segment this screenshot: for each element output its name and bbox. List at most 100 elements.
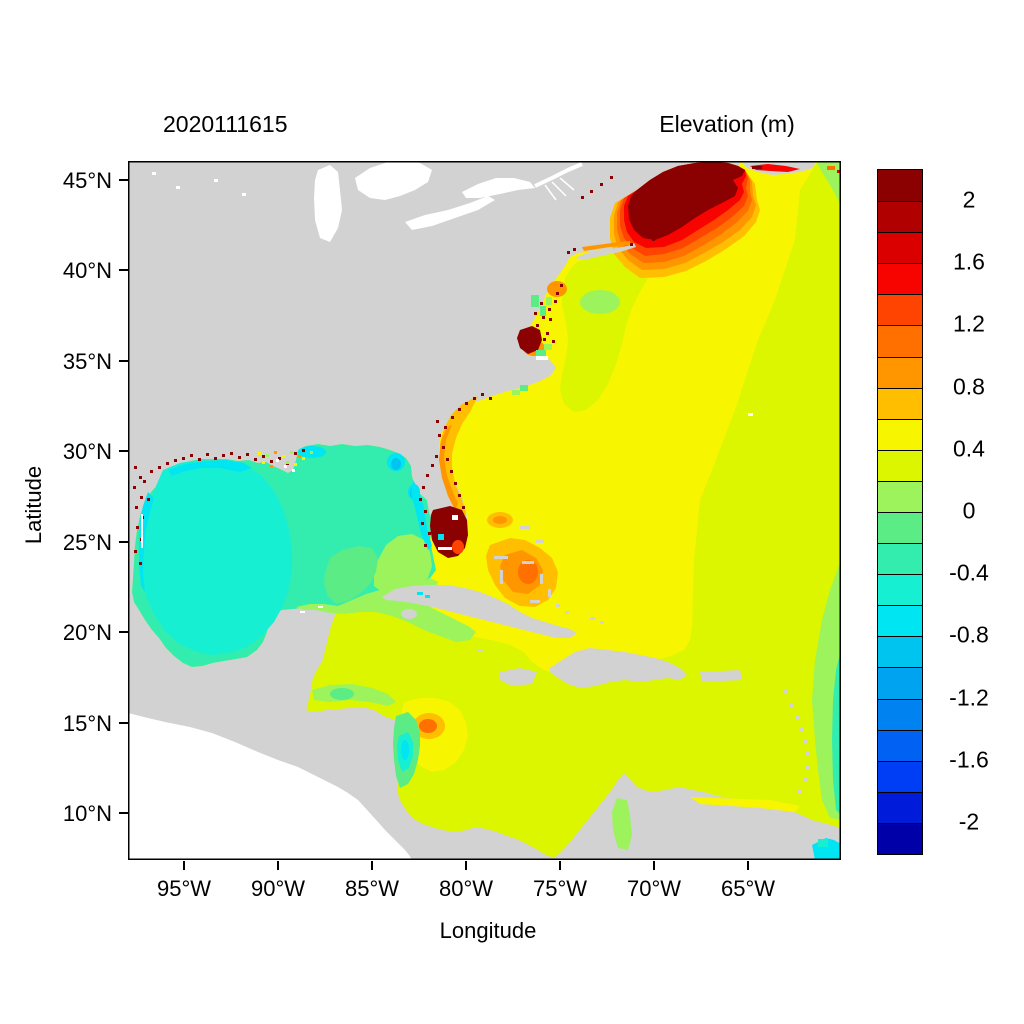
colorbar-segment bbox=[878, 201, 922, 233]
cape-breton-orange-spot bbox=[827, 166, 835, 170]
y-tick bbox=[119, 812, 128, 814]
y-axis-title: Latitude bbox=[21, 465, 46, 545]
colorbar-segment bbox=[878, 822, 922, 854]
colorbar-tick-label: 1.6 bbox=[953, 248, 985, 275]
colorbar-segment bbox=[878, 232, 922, 264]
honduras-orange-spot bbox=[419, 719, 437, 733]
honduras-cyan-core bbox=[401, 740, 409, 760]
colorbar-tick-label: 0.4 bbox=[953, 435, 985, 462]
colorbar-tick-label: -0.8 bbox=[949, 621, 989, 648]
y-tick bbox=[119, 450, 128, 452]
wfl-shelf-cyan-band bbox=[411, 480, 432, 550]
y-tick bbox=[119, 179, 128, 181]
caribbean-east-atlantic-region bbox=[306, 161, 841, 858]
jamaica-island bbox=[500, 668, 537, 686]
colorbar-segment bbox=[878, 574, 922, 606]
y-tick-label: 35°N bbox=[62, 349, 112, 374]
x-tick-label: 85°W bbox=[344, 876, 400, 901]
ne-gulf-green-lobe bbox=[374, 534, 432, 592]
antilles-east-aquamarine-sliver bbox=[832, 650, 841, 815]
marsh-yellow-specks bbox=[258, 452, 305, 466]
hispaniola-island bbox=[550, 648, 687, 688]
x-tick-label: 95°W bbox=[156, 876, 212, 901]
x-tick-label: 90°W bbox=[250, 876, 306, 901]
lake-michigan bbox=[314, 165, 342, 242]
albemarle-flood-red bbox=[517, 326, 542, 354]
x-tick bbox=[653, 861, 655, 870]
x-tick bbox=[465, 861, 467, 870]
y-tick-label: 25°N bbox=[62, 530, 112, 555]
outside-domain-region bbox=[128, 713, 412, 860]
lake-erie bbox=[405, 196, 495, 230]
texas-shelf-cyan-band bbox=[168, 460, 252, 476]
colorbar bbox=[877, 169, 923, 855]
fundy-darkred-dash bbox=[752, 166, 762, 169]
gulf-of-maine-surge-core bbox=[628, 162, 745, 240]
x-tick bbox=[371, 861, 373, 870]
colorbar-title: Elevation (m) bbox=[659, 111, 795, 137]
colorbar-tick-label: -1.6 bbox=[949, 746, 989, 773]
y-tick-label: 30°N bbox=[62, 439, 112, 464]
colorbar-tick-label: -1.2 bbox=[949, 684, 989, 711]
colorbar-segment bbox=[878, 449, 922, 481]
marsh-orange-specks bbox=[270, 451, 301, 468]
white-lagoon-specks bbox=[141, 172, 753, 613]
colorbar-segment bbox=[878, 356, 922, 388]
colorbar-segment bbox=[878, 480, 922, 512]
st-lawrence-branches bbox=[544, 177, 575, 201]
st-lawrence-river bbox=[534, 162, 583, 188]
isle-of-youth bbox=[401, 609, 417, 619]
ne-corner-green-wedge bbox=[816, 161, 841, 205]
colorbar-segment bbox=[878, 325, 922, 357]
paria-turquoise-patch bbox=[818, 839, 828, 847]
x-tick bbox=[183, 861, 185, 870]
colorbar-segment bbox=[878, 667, 922, 699]
x-tick bbox=[277, 861, 279, 870]
x-tick-label: 70°W bbox=[626, 876, 682, 901]
everglades-cyan-speck bbox=[438, 534, 444, 540]
long-island bbox=[575, 243, 636, 260]
map-plot bbox=[128, 161, 841, 860]
y-tick bbox=[119, 722, 128, 724]
colorbar-tick-label: -2 bbox=[958, 808, 980, 835]
colorbar-segment bbox=[878, 294, 922, 326]
marsh-green-specks bbox=[266, 451, 313, 464]
florida-bay-white bbox=[438, 547, 452, 550]
colorbar-segment bbox=[878, 791, 922, 823]
colorbar-segment bbox=[878, 698, 922, 730]
colorbar-labels: 2 1.6 1.2 0.8 0.4 0 -0.4 -0.8 -1.2 -1.6 -2 bbox=[924, 169, 1014, 853]
x-axis-title: Longitude bbox=[439, 918, 537, 943]
apalachee-skyblue bbox=[391, 458, 401, 470]
colorbar-tick-label: 0.8 bbox=[953, 373, 985, 400]
colorbar-segment bbox=[878, 605, 922, 637]
x-tick-label: 80°W bbox=[438, 876, 494, 901]
y-tick bbox=[119, 541, 128, 543]
y-tick-label: 10°N bbox=[62, 801, 112, 826]
chesapeake-springgreen-patches bbox=[520, 295, 546, 391]
bahama-bank-deep-orange bbox=[518, 560, 538, 584]
y-axis-title-wrap: Latitude bbox=[21, 445, 46, 565]
y-tick-label: 15°N bbox=[62, 711, 112, 736]
chesapeake-green-patches bbox=[512, 297, 552, 395]
west-gulf-turquoise bbox=[140, 460, 292, 655]
puerto-rico-island bbox=[700, 670, 742, 682]
colorbar-segment bbox=[878, 387, 922, 419]
colorbar-segment bbox=[878, 760, 922, 792]
west-of-cuba-springgreen bbox=[324, 546, 378, 604]
ny-bight-region bbox=[560, 250, 652, 412]
colorbar-segment bbox=[878, 636, 922, 668]
long-island-orange-strip bbox=[582, 241, 631, 251]
y-tick-label: 40°N bbox=[62, 258, 112, 283]
colorbar-segment bbox=[878, 512, 922, 544]
colorbar-tick-label: 1.2 bbox=[953, 310, 985, 337]
everglades-redorange-spot bbox=[452, 540, 464, 554]
yucatan-channel-springgreen bbox=[330, 688, 354, 700]
lake-huron bbox=[355, 161, 432, 200]
x-tick-label: 75°W bbox=[532, 876, 588, 901]
colorbar-segment bbox=[878, 263, 922, 295]
colorbar-tick-label: 2 bbox=[962, 186, 976, 213]
colorbar-tick-label: 0 bbox=[962, 497, 976, 524]
colorbar-segment bbox=[878, 418, 922, 450]
colorbar-segment bbox=[878, 170, 922, 202]
